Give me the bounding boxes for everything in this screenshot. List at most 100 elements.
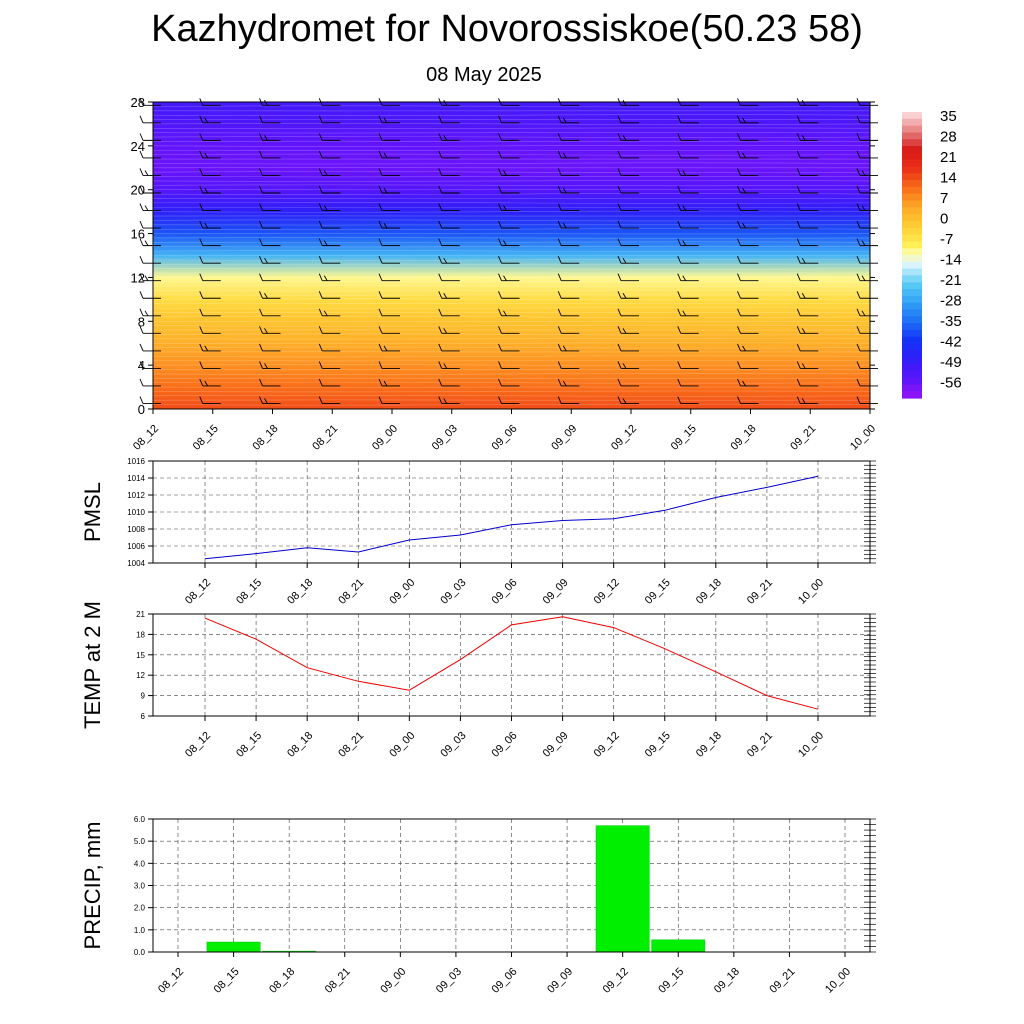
- wind-barb-flag: [204, 117, 209, 124]
- wind-barb-flag: [742, 187, 746, 194]
- contour-line: [152, 140, 871, 143]
- contour-line: [152, 153, 871, 156]
- colorbar-label: 7: [940, 190, 948, 207]
- colorbar-label: 14: [940, 170, 957, 187]
- wind-barb-flag: [259, 255, 263, 264]
- wind-barb-flag: [557, 343, 562, 352]
- wind-barb-flag: [617, 150, 622, 159]
- wind-barb-flag: [378, 326, 383, 334]
- wind-barb-flag: [259, 343, 263, 352]
- wind-barb-flag: [199, 396, 204, 404]
- wind-barb-flag: [617, 273, 622, 281]
- pmsl-x-tick-label: 09_18: [694, 577, 724, 607]
- wind-barb-flag: [856, 273, 861, 281]
- wind-barb-flag: [199, 255, 204, 264]
- temp2m-x-tick-label: 09_03: [438, 730, 468, 760]
- temp2m-x-tick-label: 09_09: [541, 730, 571, 760]
- colorbar-label: -14: [940, 252, 962, 269]
- wind-barb-flag: [323, 205, 328, 211]
- wind-barb-flag: [139, 168, 144, 176]
- wind-barb-flag: [318, 255, 323, 264]
- contour-line: [152, 381, 871, 384]
- wind-barb-flag: [378, 396, 383, 404]
- wind-barb-flag: [796, 343, 801, 352]
- wind-barb-flag: [199, 115, 204, 124]
- contour-line: [152, 232, 871, 235]
- wind-barb-flag: [264, 100, 268, 106]
- wind-barb-flag: [378, 378, 383, 387]
- wind-barb-flag: [856, 291, 861, 299]
- wind-barb-flag: [318, 326, 323, 334]
- wind-barb-flag: [438, 168, 443, 176]
- temp2m-x-tick-label: 09_00: [387, 730, 417, 760]
- colorbar-segment: [902, 118, 922, 127]
- wind-barb-flag: [139, 98, 144, 106]
- pmsl-y-tick-label: 1016: [127, 457, 145, 466]
- contour-line: [152, 127, 871, 130]
- wind-barb-flag: [562, 152, 567, 159]
- wind-barb-flag: [737, 326, 741, 334]
- wind-barb-flag: [796, 150, 801, 159]
- wind-barb-flag: [856, 378, 861, 387]
- wind-barb-flag: [796, 308, 801, 316]
- colorbar-segment: [902, 295, 922, 304]
- wind-barb-flag: [861, 205, 866, 211]
- wind-barb-flag: [677, 115, 682, 124]
- heatmap-y-tick-label: 24: [131, 139, 145, 154]
- wind-barb-flag: [677, 185, 682, 194]
- wind-barb-flag: [617, 255, 622, 264]
- heatmap-y-tick-label: 20: [131, 183, 145, 198]
- wind-barb-flag: [677, 326, 682, 334]
- wind-barb-flag: [617, 238, 622, 246]
- wind-barb-flag: [378, 291, 383, 299]
- wind-barb-flag: [144, 240, 149, 246]
- wind-barb-flag: [139, 203, 144, 211]
- contour-line: [152, 324, 871, 327]
- wind-barb-flag: [204, 152, 209, 159]
- pmsl-y-axis-title: PMSL: [80, 482, 105, 542]
- wind-barb-flag: [557, 220, 562, 229]
- heatmap-y-tick-label: 12: [131, 270, 145, 285]
- wind-barb-flag: [622, 257, 627, 264]
- wind-barb-flag: [796, 291, 801, 299]
- wind-barb-flag: [622, 328, 627, 334]
- temp2m-y-tick-label: 6: [141, 712, 146, 721]
- colorbar-label: -56: [940, 375, 962, 392]
- precip-y-tick-label: 3.0: [134, 882, 146, 891]
- pmsl-x-tick-label: 09_03: [438, 577, 468, 607]
- heatmap-x-tick-label: 09_21: [788, 423, 818, 453]
- wind-barb-flag: [199, 185, 204, 194]
- wind-barb-flag: [737, 361, 741, 369]
- pmsl-x-tick-label: 08_12: [183, 577, 213, 607]
- colorbar-segment: [902, 125, 922, 134]
- wind-barb-flag: [383, 380, 388, 387]
- contour-line: [152, 373, 871, 375]
- wind-barb-flag: [503, 240, 507, 246]
- temp2m-y-tick-label: 18: [136, 630, 145, 639]
- wind-barb-flag: [617, 343, 622, 352]
- wind-barb-flag: [856, 168, 861, 176]
- wind-barb-flag: [557, 255, 562, 264]
- wind-barb-flag: [682, 205, 687, 211]
- wind-barb-flag: [677, 203, 682, 211]
- heatmap-x-tick-label: 09_15: [669, 423, 699, 453]
- wind-barb-flag: [259, 185, 263, 194]
- wind-barb-flag: [737, 185, 741, 194]
- chart-title: Kazhydromet for Novorossiskoe(50.23 58): [151, 8, 863, 50]
- wind-barb-flag: [438, 343, 443, 352]
- wind-barb-flag: [737, 255, 741, 264]
- precip-x-tick-label: 09_09: [545, 966, 575, 996]
- wind-barb-flag: [318, 203, 323, 211]
- wind-barb-flag: [617, 308, 622, 316]
- wind-barb-flag: [383, 187, 388, 194]
- wind-barb-flag: [259, 361, 263, 369]
- wind-barb-flag: [259, 291, 263, 299]
- colorbar-segment: [902, 152, 922, 161]
- wind-barb-flag: [503, 205, 507, 211]
- wind-barb-flag: [801, 293, 806, 299]
- wind-barb-flag: [742, 222, 746, 229]
- wind-barb-flag: [801, 363, 806, 369]
- wind-barb-flag: [378, 150, 383, 159]
- wind-barb-flag: [861, 275, 866, 281]
